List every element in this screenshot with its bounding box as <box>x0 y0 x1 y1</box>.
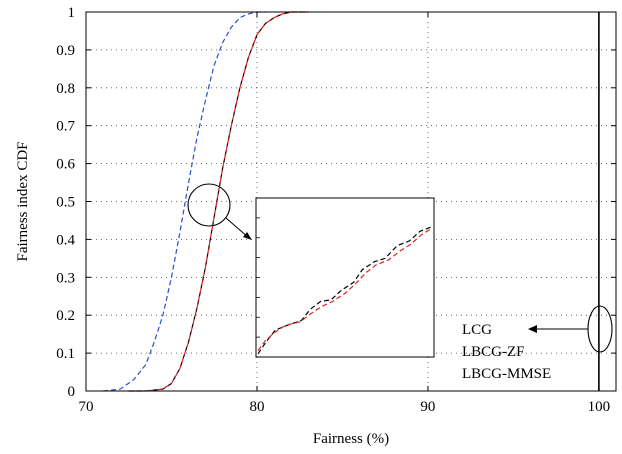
inset-line-red <box>257 227 433 351</box>
x-tick-label: 70 <box>79 399 94 415</box>
inset-line-black <box>257 226 433 355</box>
series-group <box>103 11 600 392</box>
y-tick-label: 0.6 <box>56 157 75 173</box>
x-axis-label: Fairness (%) <box>313 431 389 447</box>
y-tick-label: 0.3 <box>56 270 75 286</box>
zoom-circle <box>187 183 231 227</box>
y-tick-label: 0.5 <box>56 195 75 211</box>
y-axis-label: Fairness index CDF <box>15 142 31 262</box>
inset-zoom <box>255 197 435 358</box>
inset-frame <box>255 197 435 358</box>
annotation-label: LCG <box>462 322 492 338</box>
annotation-label: LBCG-MMSE <box>462 366 551 382</box>
x-tick-label: 80 <box>249 399 264 415</box>
annotations: LCG LBCG-ZF LBCG-MMSE <box>462 322 551 382</box>
x-tick-label: 100 <box>588 399 611 415</box>
legend-arrow-head <box>528 325 537 333</box>
series-line-0 <box>103 11 266 392</box>
y-tick-label: 0.1 <box>56 346 75 362</box>
y-tick-label: 0.7 <box>56 119 75 135</box>
callouts <box>187 183 613 353</box>
annotation-label: LBCG-ZF <box>462 344 525 360</box>
y-tick-label: 1 <box>68 5 76 21</box>
y-tick-label: 0.8 <box>56 81 75 97</box>
y-tick-label: 0.9 <box>56 43 75 59</box>
y-tick-label: 0 <box>68 384 76 400</box>
series-line-2 <box>128 11 309 392</box>
x-tick-label: 90 <box>420 399 435 415</box>
axis-ticks: 70 80 90 100 0 0.1 0.2 0.3 0.4 0.5 0.6 0.7 0.8 0.9 1 <box>56 5 616 415</box>
y-tick-label: 0.2 <box>56 308 75 324</box>
zoom-arrow-head <box>243 232 252 240</box>
y-tick-label: 0.4 <box>56 232 75 248</box>
